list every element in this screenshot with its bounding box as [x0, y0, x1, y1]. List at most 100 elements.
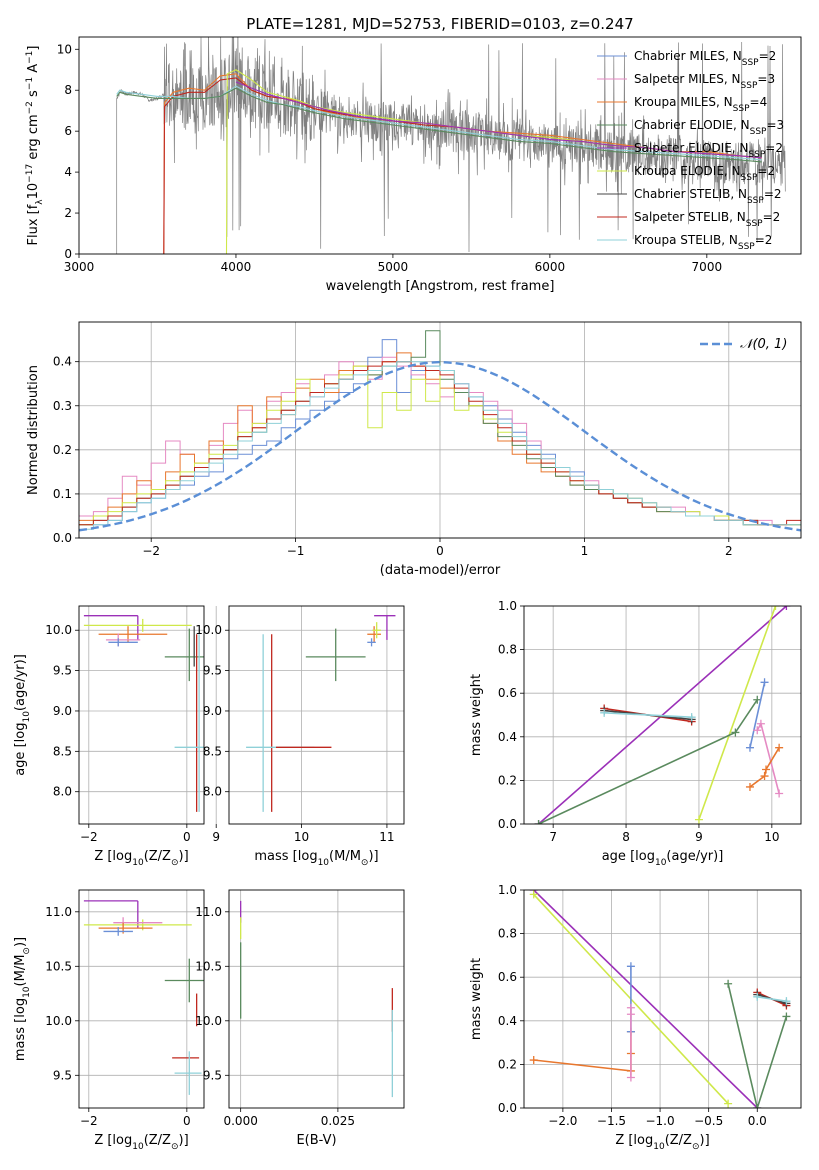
x-tick-label: −1.5	[597, 1114, 626, 1128]
weight-point-marker	[534, 820, 543, 824]
weight-line	[727, 983, 788, 1108]
weight-point-marker	[529, 1056, 538, 1065]
x-axis-label: wavelength [Angstrom, rest frame]	[326, 279, 555, 294]
axes-frame	[78, 321, 802, 539]
y-tick-label: 0.0	[53, 531, 72, 545]
y-tick-label: 8.5	[203, 744, 222, 758]
y-tick-label: 0.2	[53, 443, 72, 457]
panel-weight-vs-age: 7 8 9 10 0.0 0.2 0.4 0.6 0.8 1.0 age [log10(age/yr…	[469, 599, 802, 868]
weight-point-marker	[782, 606, 791, 610]
y-tick-label: 0.6	[498, 970, 517, 984]
weight-line	[604, 712, 692, 718]
y-tick-label: 10.0	[195, 1014, 222, 1028]
legend-label: Kroupa STELIB, NSSP=2	[634, 233, 772, 252]
model-spectrum-line	[116, 87, 762, 163]
legend-label: Chabrier STELIB, NSSP=2	[634, 187, 782, 206]
weight-point-marker	[775, 743, 784, 752]
y-tick-label: 0.8	[498, 643, 517, 657]
weight-point-marker	[756, 719, 765, 728]
weight-line	[757, 996, 787, 1002]
weight-point-marker	[626, 962, 635, 971]
weight-point-marker	[694, 815, 703, 824]
weight-point-marker	[724, 979, 733, 988]
y-axis-label: mass [log10(M/M⊙)]	[13, 937, 32, 1061]
legend-label: 𝒩(0, 1)	[740, 337, 787, 352]
weight-vs-Z-plot-area	[529, 890, 791, 1108]
model-spectrum-line	[163, 73, 762, 254]
weight-line	[749, 747, 780, 788]
y-axis-label: Flux [fλ10−17 erg cm−2 s−1 A−1]	[25, 46, 45, 246]
weight-line	[698, 606, 777, 820]
weight-point-marker	[762, 765, 771, 774]
y-tick-label: 0.2	[498, 1057, 517, 1071]
weight-point-marker	[760, 678, 769, 687]
y-axis-label: age [log10(age/yr)]	[13, 654, 32, 776]
y-tick-label: 10.5	[45, 959, 72, 973]
y-tick-label: 0.4	[53, 355, 72, 369]
y-tick-label: 0	[64, 247, 72, 261]
y-axis-label: mass weight	[469, 958, 484, 1040]
y-tick-label: 4	[64, 165, 72, 179]
legend-label: Kroupa ELODIE, NSSP=2	[634, 164, 775, 183]
legend-label: Salpeter ELODIE, NSSP=2	[634, 141, 783, 160]
y-tick-label: 10.0	[45, 623, 72, 637]
legend-label: Chabrier ELODIE, NSSP=3	[634, 118, 784, 137]
y-tick-label: 0.1	[53, 487, 72, 501]
y-tick-label: 8.0	[203, 785, 222, 799]
x-tick-label: 11	[379, 830, 394, 844]
y-tick-label: 6	[64, 124, 72, 138]
weight-vs-age-plot-area	[534, 606, 791, 824]
x-axis-label: Z [log10(Z/Z⊙)]	[94, 1133, 188, 1152]
y-tick-label: 0.6	[498, 686, 517, 700]
y-tick-label: 0.4	[498, 1014, 517, 1028]
x-tick-label: −2	[142, 544, 160, 558]
panel-weight-vs-Z: −2.0 −1.5 −1.0 −0.5 0.0 0.0 0.2 0.4 0.6 0.8 1.0 Z […	[469, 883, 802, 1152]
spectrum-plot-area	[116, 37, 786, 254]
x-tick-label: −1	[287, 544, 305, 558]
x-tick-label: −0.5	[694, 1114, 723, 1128]
weight-point-marker	[753, 726, 762, 735]
y-tick-label: 9.5	[203, 664, 222, 678]
panel-age-vs-Z: −2 0 8.0 8.5 9.0 9.5 10.0 Z [log10(Z/Z⊙)] age [l…	[13, 605, 205, 868]
x-tick-label: 0	[183, 1114, 191, 1128]
y-tick-label: 10	[57, 42, 72, 56]
weight-point-marker	[724, 1099, 733, 1108]
y-tick-label: 11.0	[195, 905, 222, 919]
x-tick-label: 6000	[535, 260, 566, 274]
weight-point-marker	[782, 1012, 791, 1021]
weight-point-marker	[600, 708, 609, 717]
x-tick-label: 0.0	[748, 1114, 767, 1128]
axes-frame	[78, 605, 205, 825]
axes-frame	[78, 36, 802, 255]
legend-label: Chabrier MILES, NSSP=2	[634, 49, 776, 68]
y-tick-label: 9.5	[53, 664, 72, 678]
x-tick-label: −2	[80, 830, 98, 844]
x-tick-label: 5000	[378, 260, 409, 274]
y-tick-label: 9.0	[203, 704, 222, 718]
x-tick-label: 8	[622, 830, 630, 844]
histogram-plot-area	[79, 330, 801, 532]
axes-frame	[228, 605, 405, 825]
x-axis-label: (data-model)/error	[380, 563, 501, 578]
x-tick-label: −2.0	[548, 1114, 577, 1128]
x-axis-label: age [log10(age/yr)]	[602, 849, 724, 868]
weight-point-marker	[731, 728, 740, 737]
weight-point-marker	[753, 992, 762, 1001]
panel-spectrum: 3000 4000 5000 6000 7000 0 2 4 6 8 10 wavelength [A…	[25, 36, 802, 294]
y-tick-label: 11.0	[45, 905, 72, 919]
y-tick-label: 2	[64, 206, 72, 220]
y-tick-label: 8.5	[53, 744, 72, 758]
x-tick-label: 3000	[64, 260, 95, 274]
figure-title: PLATE=1281, MJD=52753, FIBERID=0103, z=0…	[246, 15, 633, 33]
y-tick-label: 0.3	[53, 399, 72, 413]
x-tick-label: 9	[695, 830, 703, 844]
x-tick-label: 7000	[692, 260, 723, 274]
panel-age-vs-mass: 9 10 11 8.0 8.5 9.0 9.5 10.0 mass [log10(M/M⊙)]	[195, 605, 405, 868]
panel-mass-vs-ebv: 0.000 0.025 9.5 10.0 10.5 11.0 E(B-V)	[195, 889, 405, 1148]
weight-point-marker	[760, 772, 769, 781]
mass-vs-Z-plot-area	[83, 900, 204, 1095]
legend-label: Salpeter STELIB, NSSP=2	[634, 210, 780, 229]
mass-vs-ebv-plot-area	[240, 900, 393, 1098]
age-vs-mass-plot-area	[246, 615, 396, 812]
weight-point-marker	[775, 789, 784, 798]
